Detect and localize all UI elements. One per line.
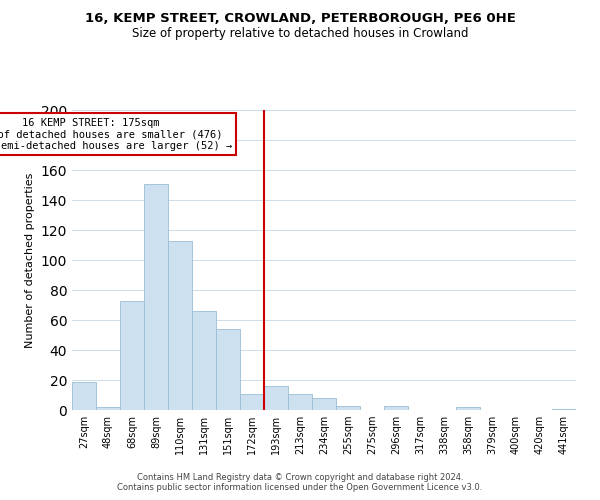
Bar [144,184,168,410]
Bar [240,394,264,410]
Y-axis label: Number of detached properties: Number of detached properties [25,172,35,348]
Bar [384,406,408,410]
Bar [336,406,360,410]
Bar [264,386,288,410]
Bar [120,300,144,410]
Bar [288,394,312,410]
Bar [312,398,336,410]
Text: Size of property relative to detached houses in Crowland: Size of property relative to detached ho… [132,28,468,40]
Bar [96,407,120,410]
Bar [72,382,96,410]
Text: 16 KEMP STREET: 175sqm
← 90% of detached houses are smaller (476)
10% of semi-de: 16 KEMP STREET: 175sqm ← 90% of detached… [0,118,232,150]
Text: 16, KEMP STREET, CROWLAND, PETERBOROUGH, PE6 0HE: 16, KEMP STREET, CROWLAND, PETERBOROUGH,… [85,12,515,26]
Bar [216,329,240,410]
Bar [168,240,192,410]
Bar [552,408,576,410]
Bar [192,311,216,410]
Text: Contains HM Land Registry data © Crown copyright and database right 2024.
Contai: Contains HM Land Registry data © Crown c… [118,473,482,492]
Bar [456,407,480,410]
